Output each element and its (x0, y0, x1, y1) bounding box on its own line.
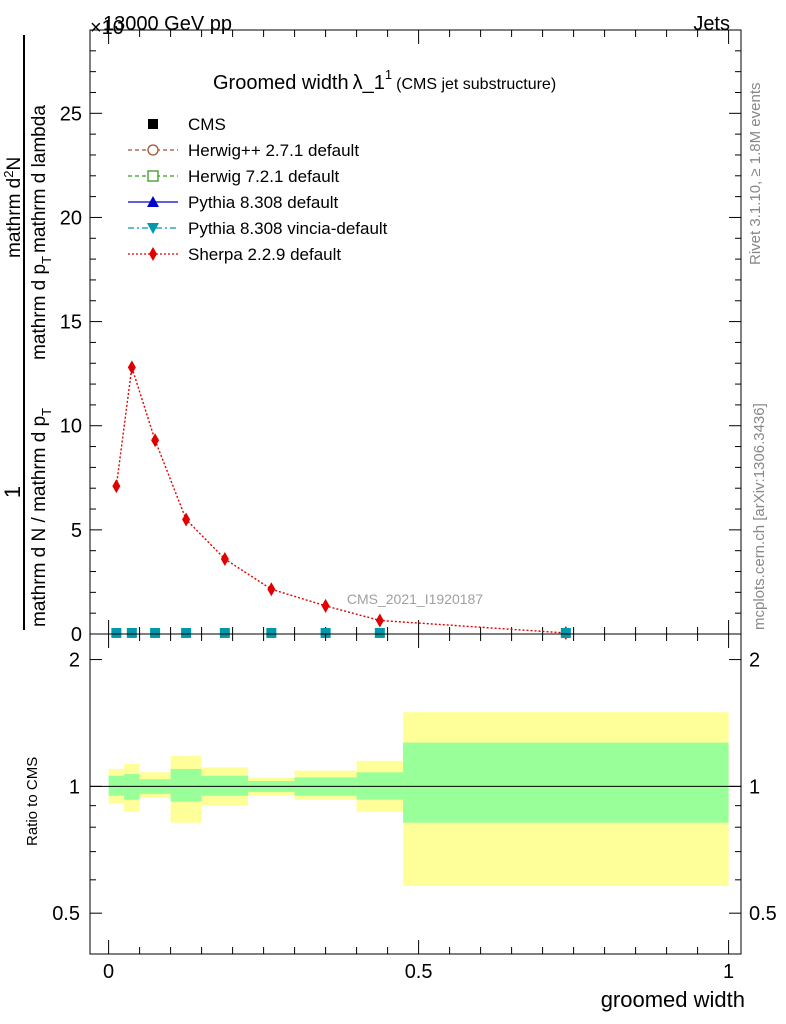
plot-title-note: (CMS jet substructure) (396, 76, 556, 93)
main-y-tick-label: 0 (71, 624, 82, 646)
legend-label: Herwig++ 2.7.1 default (188, 141, 359, 160)
plot-title: Groomed width λ_11 (CMS jet substructure) (213, 67, 556, 94)
ylabel-denom-top: mathrm d N / mathrm d pT (29, 408, 54, 627)
ratio-y-tick-label-right: 1 (749, 776, 760, 798)
ratio-y-tick-label-left: 1 (69, 776, 80, 798)
legend-entry: Pythia 8.308 vincia-default (128, 219, 388, 238)
stat-uncertainty-band (201, 775, 249, 796)
legend-marker-herwig7 (147, 170, 159, 182)
sherpa-point (151, 433, 160, 448)
x-tick-label: 0.5 (405, 961, 433, 983)
plot-title-sup: 1 (385, 67, 392, 82)
cms-data-point (266, 627, 277, 638)
x-tick-labels: 0 0.5 1 (103, 961, 734, 983)
legend-entry: Pythia 8.308 default (128, 193, 339, 212)
legend-label: Pythia 8.308 vincia-default (188, 219, 388, 238)
x-tick-label: 0 (103, 961, 114, 983)
rivet-label: Rivet 3.1.10, ≥ 1.8M events (747, 83, 764, 266)
analysis-watermark: CMS_2021_I1920187 (347, 591, 483, 607)
main-series (111, 360, 571, 640)
legend-marker-cms (148, 119, 158, 129)
sherpa-point (127, 360, 136, 375)
main-y-tick-label: 25 (60, 103, 82, 125)
legend-marker-herwigpp (147, 144, 159, 156)
legend-entry: CMS (148, 115, 226, 134)
cms-data-point (320, 627, 331, 638)
sherpa-point (220, 552, 229, 567)
cms-data-point (560, 627, 571, 638)
plot-title-main: Groomed width (213, 72, 349, 94)
ratio-y-axis-label: Ratio to CMS (24, 757, 41, 846)
legend-label: CMS (188, 115, 226, 134)
legend-marker-sherpa (149, 247, 157, 261)
ylabel-numer-bot: mathrm d2N (1, 157, 25, 258)
sherpa-point (267, 582, 276, 597)
main-y-axis-label: 1 mathrm d N / mathrm d pT mathrm d2N ma… (0, 35, 54, 630)
legend-marker-vincia (147, 223, 159, 234)
stat-uncertainty-band (170, 768, 202, 802)
x-axis-label: groomed width (601, 987, 745, 1012)
legend-label: Sherpa 2.2.9 default (188, 245, 341, 264)
sherpa-point (182, 512, 191, 527)
legend-entry: Herwig 7.2.1 default (128, 167, 339, 186)
plot-title-symbol: λ_1 (353, 72, 385, 94)
sherpa-point (375, 613, 384, 628)
legend-label: Pythia 8.308 default (188, 193, 339, 212)
main-y-tick-label: 20 (60, 207, 82, 229)
cms-data-point (374, 627, 385, 638)
sherpa-point (321, 598, 330, 613)
ratio-plot-frame (89, 633, 742, 955)
cms-data-point (150, 627, 161, 638)
main-y-tick-label: 10 (60, 416, 82, 438)
legend-marker-pythia (147, 196, 159, 207)
sherpa-point (112, 479, 121, 494)
exponent-label: ×10 (90, 17, 124, 39)
main-y-tick-label: 15 (60, 312, 82, 334)
cms-data-point (111, 627, 122, 638)
ratio-bands (108, 712, 729, 887)
main-y-tick-label: 5 (71, 520, 82, 542)
stat-uncertainty-band (403, 742, 729, 823)
legend-entry: Sherpa 2.2.9 default (128, 245, 341, 264)
stat-uncertainty-band (108, 775, 125, 796)
x-tick-label: 1 (723, 961, 734, 983)
ratio-y-tick-labels: 0.5 0.5 1 1 2 2 (52, 650, 777, 926)
ratio-axis-ticks (90, 634, 741, 955)
ratio-y-tick-label-left: 0.5 (52, 903, 80, 925)
legend-label: Herwig 7.2.1 default (188, 167, 339, 186)
ratio-y-tick-label-left: 2 (69, 650, 80, 672)
legend: CMS Herwig++ 2.7.1 default Herwig 7.2.1 de… (128, 115, 388, 264)
main-axis-ticks (90, 29, 741, 635)
cms-data-point (126, 627, 137, 638)
cms-data-point (181, 627, 192, 638)
ylabel-numer-top: 1 (0, 486, 25, 498)
main-y-tick-labels: 0 5 10 15 20 25 (60, 103, 82, 646)
ratio-y-tick-label-right: 2 (749, 650, 760, 672)
cms-data-point (219, 627, 230, 638)
legend-entry: Herwig++ 2.7.1 default (128, 141, 359, 160)
sherpa-line (115, 367, 566, 634)
ratio-y-tick-label-right: 0.5 (749, 903, 777, 925)
mcplots-label: mcplots.cern.ch [arXiv:1306.3436] (751, 403, 768, 630)
header-right: Jets (693, 13, 730, 35)
ylabel-denom-bot: mathrm d pTmathrm d lambda (29, 105, 54, 360)
